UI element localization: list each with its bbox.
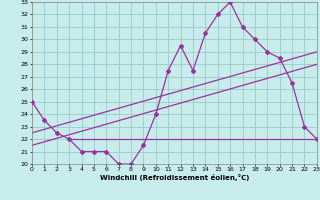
X-axis label: Windchill (Refroidissement éolien,°C): Windchill (Refroidissement éolien,°C) bbox=[100, 174, 249, 181]
